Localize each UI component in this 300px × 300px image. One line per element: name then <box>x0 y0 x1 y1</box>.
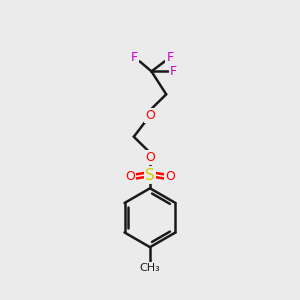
Text: S: S <box>145 167 155 182</box>
Text: O: O <box>145 152 155 164</box>
Text: O: O <box>125 170 135 183</box>
Text: O: O <box>165 170 175 183</box>
Text: CH₃: CH₃ <box>140 263 160 273</box>
Text: O: O <box>145 109 155 122</box>
Text: F: F <box>167 51 174 64</box>
Text: F: F <box>170 65 177 78</box>
Text: F: F <box>131 51 138 64</box>
